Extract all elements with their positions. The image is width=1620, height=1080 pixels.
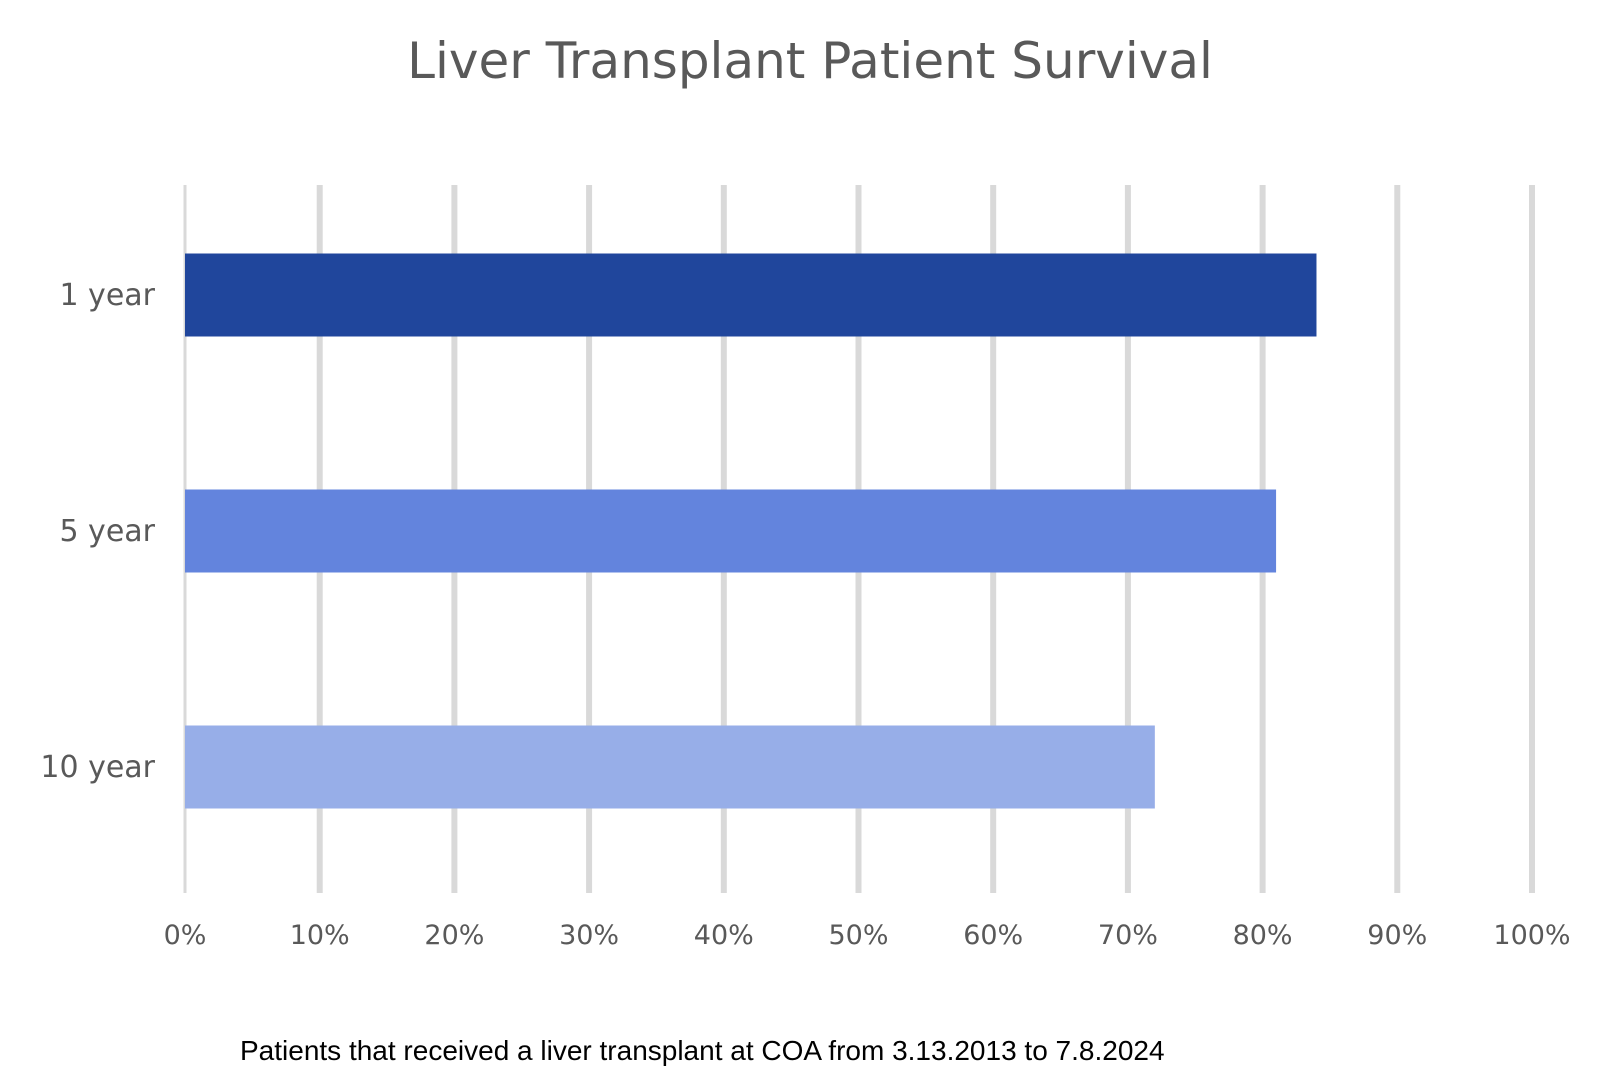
- x-tick-label-10: 10%: [290, 920, 350, 951]
- x-tick-label-20: 20%: [424, 920, 484, 951]
- bars: [185, 253, 1317, 809]
- category-label-10-year: 10 year: [40, 750, 155, 785]
- x-tick-label-60: 60%: [963, 920, 1023, 951]
- x-tick-label-80: 80%: [1233, 920, 1293, 951]
- category-label-5-year: 5 year: [59, 514, 155, 549]
- x-tick-label-50: 50%: [828, 920, 888, 951]
- category-labels: 1 year 5 year 10 year: [40, 278, 155, 785]
- x-tick-label-90: 90%: [1367, 920, 1427, 951]
- bar-10-year: [185, 725, 1155, 809]
- x-tick-label-70: 70%: [1098, 920, 1158, 951]
- x-tick-labels: 0% 10% 20% 30% 40% 50% 60% 70% 80% 90% 100%: [164, 920, 1571, 951]
- x-tick-label-0: 0%: [164, 920, 207, 951]
- category-label-1-year: 1 year: [59, 278, 155, 313]
- bar-1-year: [185, 253, 1317, 337]
- bar-5-year: [185, 489, 1277, 573]
- chart-footnote: Patients that received a liver transplan…: [240, 1035, 1165, 1066]
- x-tick-label-30: 30%: [559, 920, 619, 951]
- x-tick-label-100: 100%: [1493, 920, 1570, 951]
- x-tick-label-40: 40%: [694, 920, 754, 951]
- chart-title: Liver Transplant Patient Survival: [407, 32, 1213, 90]
